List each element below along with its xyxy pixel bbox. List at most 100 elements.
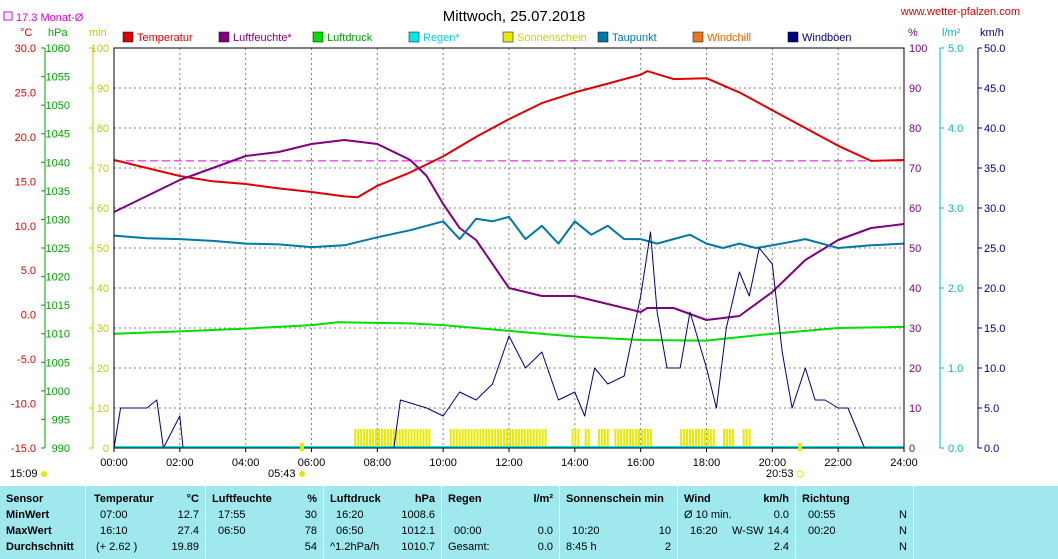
temp-avg-value: 19.89 [171,541,199,553]
legend-label: Luftdruck [327,32,373,44]
sunshine-bar [571,429,574,448]
header-regen: Regen [448,493,482,505]
sunshine-bar [413,429,416,448]
chart-legend: Temperatur Luftfeuchte* Luftdruck Regen* Son… [122,31,852,44]
sunshine-bar [689,429,692,448]
sunshine-bar [584,429,587,448]
col-richtung: Richtung 00:55 N 00:20 N N [796,486,914,559]
sunrise-icon [299,471,305,477]
sunshine-bar [449,429,452,448]
temp-axis-tick: 15.0 [15,176,36,188]
sunshine-bar [366,429,369,448]
sunshine-bar [401,429,404,448]
sunshine-bar [506,429,509,448]
wind-min-value: 0.0 [773,509,789,521]
header-wind: Wind [684,493,711,505]
dir-max-value: N [899,525,907,537]
series-line-luftfeuchte [113,139,905,321]
sunshine-bar [369,429,372,448]
sunshine-bar [425,429,428,448]
col-sensor: Sensor MinWert MaxWert Durchschnitt [0,486,86,559]
x-tick-label: 10:00 [429,457,457,469]
temp-axis-tick: -5.0 [17,354,36,366]
sunshine-bar [500,429,503,448]
website-link[interactable]: www.wetter-pfalzen.com [900,6,1020,18]
pressure-axis-tick: 1055 [46,72,70,84]
pressure-axis-tick: 1030 [46,214,70,226]
col-luftfeuchte: Luftfeuchte% 17:55 30 06:50 78 54 [206,486,324,559]
dir-avg-value: N [899,541,907,553]
unit-temperatur: °C [186,493,199,505]
wind-axis-tick: 15.0 [984,323,1005,335]
sunshine-bar [375,429,378,448]
legend-label: Sonnenschein [517,32,587,44]
humidity-axis-tick: 0 [909,443,915,455]
x-tick-label: 24:00 [890,457,918,469]
sunshine-bar [354,429,357,448]
rain-max-value: 0.0 [537,525,553,537]
pressure-axis-tick: 1035 [46,186,70,198]
humidity-axis-tick: 50 [909,243,921,255]
sunshine-bar [643,429,646,448]
wind-axis-tick: 20.0 [984,283,1005,295]
sunshine-axis-tick: 10 [97,403,109,415]
row-label-max: MaxWert [6,525,52,537]
sunshine-bar [623,429,626,448]
monthly-avg-label: 17.3 Monat-Ø [16,12,84,24]
sunshine-bar [503,429,506,448]
legend-swatch [312,31,324,43]
legend-swatch [597,31,609,43]
pressure-axis-tick: 1040 [46,157,70,169]
sunshine-bar [535,429,538,448]
dir-max-time: 00:20 [808,525,836,537]
weather-chart: 30.0 25.0 20.0 15.0 10.0 5.0 0.0 -5.0 -10.0 -15.0… [3,6,1020,480]
sunshine-bar [497,429,500,448]
sunshine-bar [597,429,600,448]
rain-axis-tick: 3.0 [948,203,963,215]
temp-axis-tick: 0.0 [21,310,36,322]
sunshine-bar [603,429,606,448]
humidity-unit-label: % [908,27,918,39]
unit-wind: km/h [763,493,789,505]
pressure-axis-tick: 1050 [46,100,70,112]
x-tick-label: 04:00 [232,457,260,469]
header-temperatur: Temperatur [94,493,154,505]
sunshine-bar [407,429,410,448]
humidity-axis-tick: 10 [909,403,921,415]
sunshine-bar [520,429,523,448]
sunshine-bar [511,429,514,448]
humidity-axis-tick: 30 [909,323,921,335]
sunshine-bar [416,429,419,448]
hum-avg-value: 54 [304,541,317,553]
sunshine-bar [428,429,431,448]
series-line-luftdruck [113,321,905,342]
monthly-avg-icon [3,11,13,21]
col-regen: Regen l/m² 00:00 0.0 Gesamt: 0.0 [442,486,560,559]
legend-label: Luftfeuchte* [233,32,292,44]
temp-axis-tick: -15.0 [11,443,36,455]
row-label-avg: Durchschnitt [6,541,74,553]
series-line-temperatur [113,70,905,199]
legend-label: Windchill [707,32,751,44]
wind-axis-tick: 0.0 [984,443,999,455]
sunshine-bar [712,429,715,448]
x-tick-label: 18:00 [693,457,721,469]
press-avg-value: 1010.7 [401,541,435,553]
sunshine-bar [523,429,526,448]
x-tick-label: 12:00 [495,457,523,469]
wind-axis-tick: 40.0 [984,123,1005,135]
press-min-value: 1008.6 [401,509,435,521]
sunshine-bar [544,429,547,448]
pressure-unit-label: hPa [48,27,68,39]
sunshine-bar [686,429,689,448]
wind-axis-tick: 10.0 [984,363,1005,375]
x-tick-label: 00:00 [100,457,128,469]
x-tick-label: 08:00 [364,457,392,469]
unit-luftfeuchte: % [307,493,317,505]
legend-swatch [408,31,420,43]
x-tick-label: 20:00 [759,457,787,469]
sunshine-bar [574,429,577,448]
rain-axis-tick: 2.0 [948,283,963,295]
sunshine-bar [706,429,709,448]
pressure-axis-tick: 1015 [46,300,70,312]
